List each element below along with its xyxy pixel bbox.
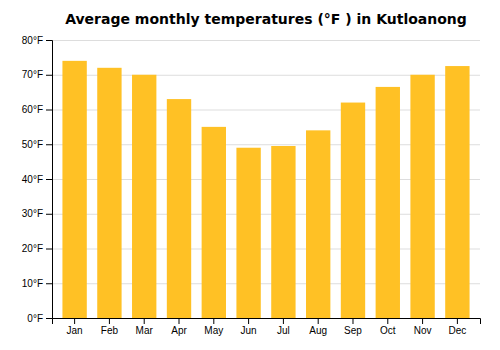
grid-tick (52, 40, 480, 41)
bar (410, 75, 434, 318)
tick: Oct (380, 318, 396, 336)
tick-mark (179, 318, 180, 324)
tick-mark (46, 318, 52, 319)
tick-label: Jan (67, 325, 83, 336)
bar (202, 127, 226, 318)
tick-mark (283, 318, 284, 324)
tick-mark (144, 318, 145, 324)
tick-label: 50°F (22, 139, 43, 150)
tick-mark (318, 318, 319, 324)
tick: Jun (241, 318, 257, 336)
tick-label: 10°F (22, 278, 43, 289)
tick-label: Nov (414, 325, 432, 336)
tick-mark (352, 318, 353, 324)
bars (62, 61, 469, 318)
tick-label: Aug (309, 325, 327, 336)
tick-label: Jun (241, 325, 257, 336)
tick-label: 20°F (22, 243, 43, 254)
bar (376, 87, 400, 318)
x-axis: Jan Feb Mar Apr May Jun Jul Aug Sep Oct Nov Dec (53, 318, 481, 336)
tick-mark (46, 40, 52, 41)
tick: Dec (448, 318, 466, 336)
tick-mark (422, 318, 423, 324)
tick-mark (46, 283, 52, 284)
title: Average monthly temperatures (°F ) in Ku… (65, 11, 467, 27)
bar (341, 103, 365, 318)
tick: Jul (277, 318, 290, 336)
tick: Apr (171, 318, 187, 336)
tick-mark (213, 318, 214, 324)
bar (445, 66, 469, 318)
tick-mark (46, 249, 52, 250)
tick: 0°F (27, 313, 52, 324)
tick: 50°F (22, 139, 52, 150)
tick: 30°F (22, 208, 52, 219)
tick: May (204, 318, 223, 336)
tick-mark (109, 318, 110, 324)
tick: Aug (309, 318, 327, 336)
tick-mark (457, 318, 458, 324)
plot: 0°F 10°F 20°F 30°F 40°F 50°F 60°F 70°F 80°F Jan Fe… (22, 35, 481, 336)
tick-mark (46, 179, 52, 180)
bar (132, 75, 156, 318)
bar (97, 68, 121, 318)
chart: 0°F 10°F 20°F 30°F 40°F 50°F 60°F 70°F 80°F Jan Fe… (0, 0, 500, 350)
bar (271, 146, 295, 318)
tick-mark (46, 214, 52, 215)
tick: Sep (344, 318, 362, 336)
tick-label: Mar (136, 325, 154, 336)
tick-label: 30°F (22, 208, 43, 219)
tick-label: Jul (277, 325, 290, 336)
tick: 80°F (22, 35, 52, 46)
tick-label: Dec (448, 325, 466, 336)
tick-label: Sep (344, 325, 362, 336)
tick: Nov (414, 318, 432, 336)
tick: Mar (136, 318, 154, 336)
bar (62, 61, 86, 318)
tick-label: 80°F (22, 35, 43, 46)
tick-label: Feb (101, 325, 119, 336)
tick: Jan (67, 318, 83, 336)
tick-mark (46, 110, 52, 111)
tick: 10°F (22, 278, 52, 289)
bar (306, 130, 330, 318)
tick: 20°F (22, 243, 52, 254)
tick-mark (248, 318, 249, 324)
tick-mark (387, 318, 388, 324)
axis-line (46, 41, 53, 319)
tick-label: 40°F (22, 174, 43, 185)
tick-mark (46, 144, 52, 145)
tick-mark (74, 318, 75, 324)
bar (167, 99, 191, 318)
tick: 70°F (22, 69, 52, 80)
tick-label: May (204, 325, 223, 336)
tick-label: 0°F (27, 313, 43, 324)
tick: 60°F (22, 104, 52, 115)
tick-mark (46, 75, 52, 76)
tick-label: Apr (171, 325, 187, 336)
tick: Feb (101, 318, 119, 336)
grid-line (52, 40, 480, 41)
bar (236, 148, 260, 318)
axis-line (53, 319, 481, 325)
tick-label: Oct (380, 325, 396, 336)
tick-label: 60°F (22, 104, 43, 115)
y-axis: 0°F 10°F 20°F 30°F 40°F 50°F 60°F 70°F 80°F (22, 35, 53, 324)
tick: 40°F (22, 174, 52, 185)
tick-label: 70°F (22, 69, 43, 80)
grid (52, 41, 480, 319)
